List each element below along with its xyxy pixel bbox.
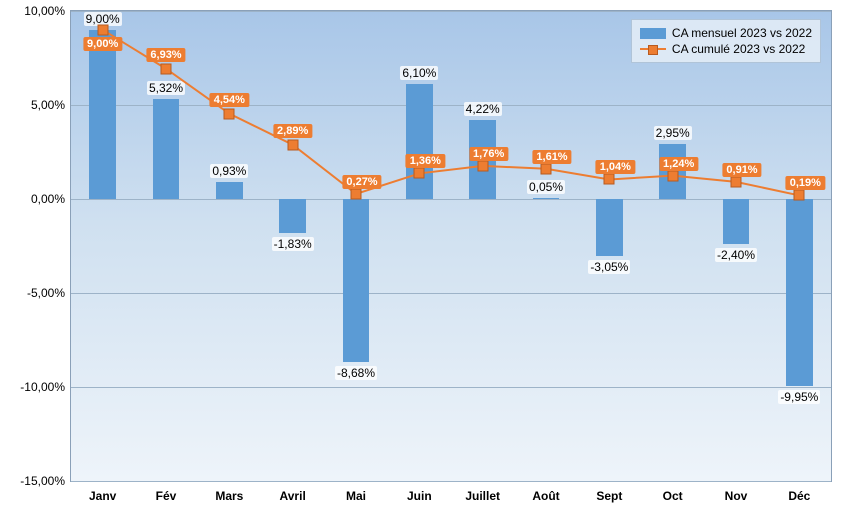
- line-value-label: 0,19%: [786, 176, 825, 190]
- x-tick-label: Janv: [89, 489, 116, 503]
- plot-area: CA mensuel 2023 vs 2022 CA cumulé 2023 v…: [70, 10, 832, 482]
- line-value-label: 0,91%: [722, 163, 761, 177]
- bar: [343, 199, 370, 362]
- y-tick-label: 5,00%: [31, 98, 71, 112]
- line-marker: [477, 160, 488, 171]
- line-value-label: 2,89%: [273, 124, 312, 138]
- bar: [596, 199, 623, 256]
- gridline: [71, 481, 831, 482]
- bar-value-label: -3,05%: [588, 260, 630, 274]
- x-tick-label: Déc: [788, 489, 810, 503]
- bar-value-label: 0,93%: [210, 164, 248, 178]
- bar: [89, 30, 116, 199]
- line-marker: [351, 188, 362, 199]
- line-marker: [224, 108, 235, 119]
- gridline: [71, 105, 831, 106]
- line-value-label: 4,54%: [210, 93, 249, 107]
- line-marker: [97, 24, 108, 35]
- line-value-label: 1,76%: [469, 147, 508, 161]
- line-swatch: [640, 48, 666, 50]
- line-value-label: 6,93%: [146, 48, 185, 62]
- line-value-label: 1,61%: [532, 150, 571, 164]
- bar-value-label: -9,95%: [778, 390, 820, 404]
- bar-value-label: -8,68%: [335, 366, 377, 380]
- line-series: [71, 11, 831, 481]
- line-marker: [287, 139, 298, 150]
- line-value-label: 1,36%: [406, 154, 445, 168]
- x-tick-label: Août: [532, 489, 559, 503]
- y-tick-label: 10,00%: [24, 4, 71, 18]
- legend: CA mensuel 2023 vs 2022 CA cumulé 2023 v…: [631, 19, 821, 63]
- x-tick-label: Mai: [346, 489, 366, 503]
- bar: [723, 199, 750, 244]
- gridline: [71, 199, 831, 200]
- bar: [153, 99, 180, 199]
- legend-label-bars: CA mensuel 2023 vs 2022: [672, 26, 812, 40]
- x-tick-label: Oct: [663, 489, 683, 503]
- x-tick-label: Mars: [215, 489, 243, 503]
- x-tick-label: Avril: [280, 489, 306, 503]
- x-tick-label: Juin: [407, 489, 432, 503]
- y-tick-label: -5,00%: [27, 286, 71, 300]
- gridline: [71, 387, 831, 388]
- bar: [533, 198, 560, 199]
- bar-swatch: [640, 28, 666, 39]
- x-tick-label: Juillet: [465, 489, 500, 503]
- legend-item-line: CA cumulé 2023 vs 2022: [640, 42, 812, 56]
- gridline: [71, 11, 831, 12]
- line-marker: [731, 176, 742, 187]
- line-marker: [541, 163, 552, 174]
- line-marker: [414, 168, 425, 179]
- bar: [216, 182, 243, 199]
- x-tick-label: Fév: [156, 489, 177, 503]
- bar-value-label: 2,95%: [654, 126, 692, 140]
- line-marker: [794, 190, 805, 201]
- y-tick-label: -10,00%: [20, 380, 71, 394]
- y-tick-label: -15,00%: [20, 474, 71, 488]
- legend-label-line: CA cumulé 2023 vs 2022: [672, 42, 805, 56]
- line-marker: [604, 174, 615, 185]
- bar-value-label: 5,32%: [147, 81, 185, 95]
- bar-value-label: 6,10%: [400, 66, 438, 80]
- legend-item-bars: CA mensuel 2023 vs 2022: [640, 26, 812, 40]
- line-value-label: 1,24%: [659, 157, 698, 171]
- bar-value-label: -2,40%: [715, 248, 757, 262]
- bar: [406, 84, 433, 199]
- x-tick-label: Sept: [596, 489, 622, 503]
- y-tick-label: 0,00%: [31, 192, 71, 206]
- x-tick-label: Nov: [725, 489, 748, 503]
- bar: [786, 199, 813, 386]
- bar-value-label: 0,05%: [527, 180, 565, 194]
- line-marker: [161, 63, 172, 74]
- line-value-label: 1,04%: [596, 160, 635, 174]
- line-value-label: 9,00%: [83, 37, 122, 51]
- gridline: [71, 293, 831, 294]
- bar-value-label: 4,22%: [464, 102, 502, 116]
- line-value-label: 0,27%: [342, 175, 381, 189]
- chart-container: CA mensuel 2023 vs 2022 CA cumulé 2023 v…: [0, 0, 850, 520]
- bar: [279, 199, 306, 233]
- line-marker: [667, 170, 678, 181]
- bar-value-label: -1,83%: [272, 237, 314, 251]
